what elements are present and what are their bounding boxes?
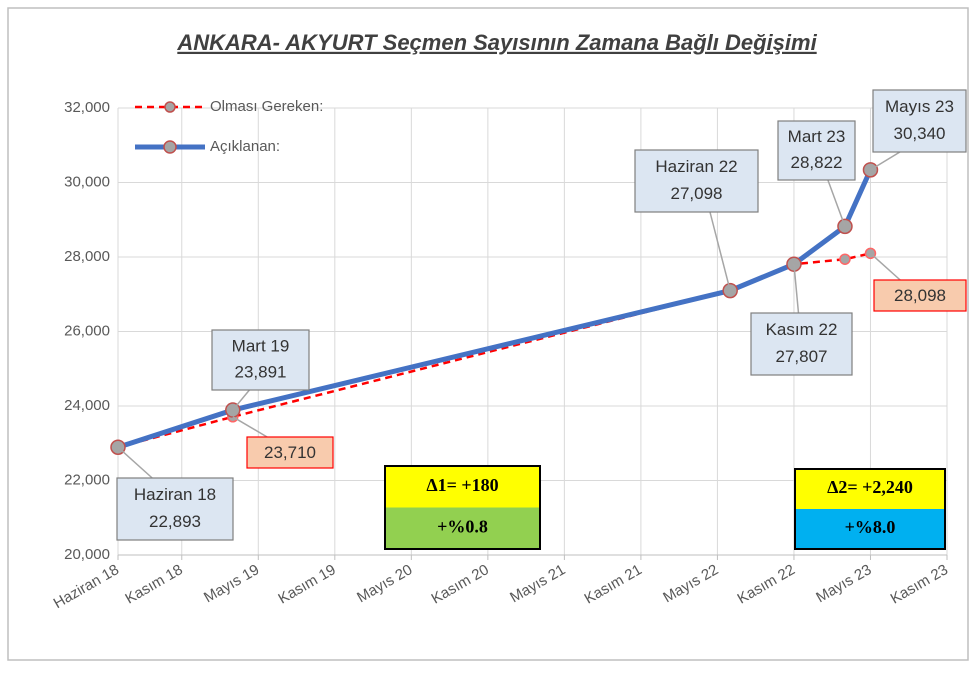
data-label: 30,340 [894,124,946,143]
point-label: Haziran 22 [655,157,737,176]
annotation-bottom [795,509,945,549]
data-label: 28,098 [894,286,946,305]
callout-box [116,477,234,541]
leader-line [709,211,731,291]
data-label: 28,822 [791,153,843,172]
callout-box [873,279,967,312]
y-tick-label: 30,000 [64,173,110,190]
series-line [117,168,873,450]
leader-line [869,252,901,281]
y-tick-label: 26,000 [64,322,110,339]
annotation-text: Δ1= +180 [426,475,498,495]
leader-line [827,179,846,227]
leader-line [232,389,250,411]
legend-label: Açıklanan: [210,138,280,155]
legend-marker [164,101,176,113]
leader-line [793,264,800,314]
y-tick-label: 28,000 [64,248,110,265]
data-point [839,253,851,265]
callout-box [750,312,853,376]
annotation-subtext: +%0.8 [437,516,488,536]
y-tick-label: 32,000 [64,99,110,116]
annotation-subtext: +%8.0 [845,517,896,537]
y-tick-label: 24,000 [64,397,110,414]
data-label: 22,893 [149,512,201,531]
data-label: 27,098 [671,184,723,203]
leader-line [117,446,153,479]
callout-box [634,149,759,213]
callout-box [777,120,856,181]
annotation-top [385,466,540,508]
leader-line [870,151,901,171]
data-label: 27,807 [776,347,828,366]
annotation-border [794,468,946,550]
callout-box [211,329,310,391]
legend-marker [163,140,177,154]
annotation-top [795,469,945,509]
point-label: Kasım 22 [766,320,838,339]
callout-box [246,436,334,469]
annotation-text: Δ2= +2,240 [827,477,913,497]
point-label: Mayıs 23 [885,97,954,116]
y-tick-label: 22,000 [64,471,110,488]
annotation-bottom [385,507,540,549]
legend-label: Olması Gereken: [210,98,323,115]
point-label: Haziran 18 [134,485,216,504]
chart-title: ANKARA- AKYURT Seçmen Sayısının Zamana B… [176,30,817,55]
data-label: 23,710 [264,443,316,462]
y-tick-label: 20,000 [64,546,110,563]
annotation-border [384,465,541,550]
callout-box [872,89,967,153]
point-label: Mart 23 [788,127,846,146]
data-label: 23,891 [235,363,287,382]
point-label: Mart 19 [232,336,290,355]
leader-line [232,416,268,438]
